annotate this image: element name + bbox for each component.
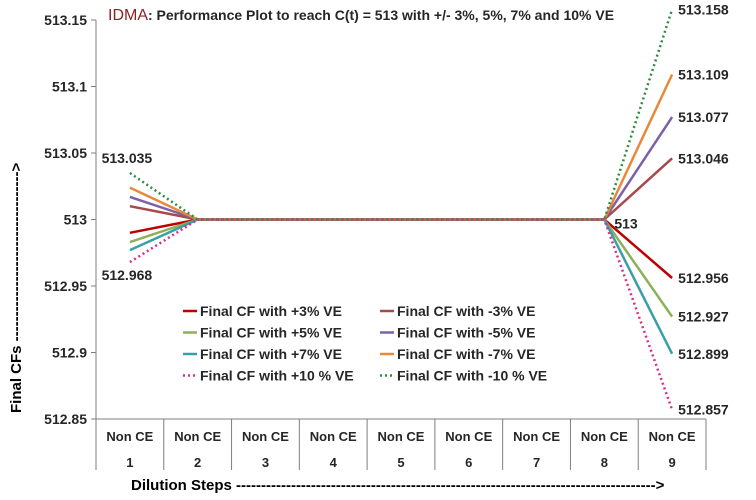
data-labels-group: 513.035 512.968 513 513.158 513.109 513.077 51…: [102, 1, 729, 417]
x-tick-number: 9: [668, 455, 675, 470]
legend: Final CF with +3% VE Final CF with -3% VE…: [183, 303, 547, 384]
data-label: 513.158: [678, 1, 729, 17]
x-tick-label: Non CE: [106, 429, 153, 444]
y-tick-label: 512.85: [44, 411, 87, 427]
y-tick-label: 513.1: [52, 79, 87, 95]
data-label: 513.035: [102, 150, 153, 166]
x-tick-label: Non CE: [174, 429, 221, 444]
data-label: 513.109: [678, 67, 729, 83]
x-tick-number: 7: [533, 455, 540, 470]
data-label: 512.899: [678, 346, 729, 362]
data-label: 512.968: [102, 267, 153, 283]
series-line: [129, 157, 673, 221]
x-tick-number: 3: [262, 455, 269, 470]
legend-label: Final CF with -10 % VE: [397, 368, 547, 384]
x-tick-number: 8: [601, 455, 608, 470]
data-label: 513.046: [678, 150, 729, 166]
series-line: [129, 9, 674, 221]
series-line: [129, 218, 673, 279]
y-tick-label: 512.9: [52, 345, 87, 361]
legend-label: Final CF with +10 % VE: [200, 368, 354, 384]
data-label: 512.857: [678, 402, 729, 418]
data-label: 513.077: [678, 109, 729, 125]
chart-title: IDMA: Performance Plot to reach C(t) = 5…: [108, 7, 614, 24]
legend-label: Final CF with -7% VE: [397, 346, 535, 362]
y-tick-label: 512.95: [44, 278, 87, 294]
x-axis-title: Dilution Steps -------------------------…: [131, 477, 665, 494]
chart-title-prefix: IDMA: [108, 7, 148, 24]
legend-label: Final CF with +3% VE: [200, 303, 342, 319]
x-tick-label: Non CE: [581, 429, 628, 444]
y-tick-label: 513: [64, 212, 88, 228]
data-label: 513: [614, 216, 638, 232]
data-label: 512.956: [678, 270, 729, 286]
series-line: [129, 73, 674, 221]
x-tick-number: 4: [330, 455, 338, 470]
series-line: [129, 116, 674, 221]
x-tick-label: Non CE: [378, 429, 425, 444]
x-tick-number: 5: [397, 455, 404, 470]
y-tick-label: 513.05: [44, 145, 87, 161]
x-tick-label: Non CE: [445, 429, 492, 444]
data-label: 512.927: [678, 309, 729, 325]
legend-label: Final CF with +5% VE: [200, 325, 342, 341]
x-tick-label: Non CE: [513, 429, 560, 444]
x-tick-label: Non CE: [649, 429, 696, 444]
legend-label: Final CF with +7% VE: [200, 346, 342, 362]
x-tick-number: 2: [194, 455, 201, 470]
x-tick-label: Non CE: [310, 429, 357, 444]
x-tick-number: 1: [126, 455, 133, 470]
legend-label: Final CF with -5% VE: [397, 325, 535, 341]
axes-group: 513.15513.1513.05513512.95512.9512.85Non…: [44, 12, 707, 470]
y-axis-title: Final CFs ------------------------------…: [8, 162, 25, 413]
chart-title-rest: : Performance Plot to reach C(t) = 513 w…: [148, 7, 614, 23]
series-lines-group: [129, 9, 674, 411]
legend-label: Final CF with -3% VE: [397, 303, 535, 319]
y-tick-label: 513.15: [44, 12, 87, 28]
x-tick-number: 6: [465, 455, 472, 470]
x-tick-label: Non CE: [242, 429, 289, 444]
